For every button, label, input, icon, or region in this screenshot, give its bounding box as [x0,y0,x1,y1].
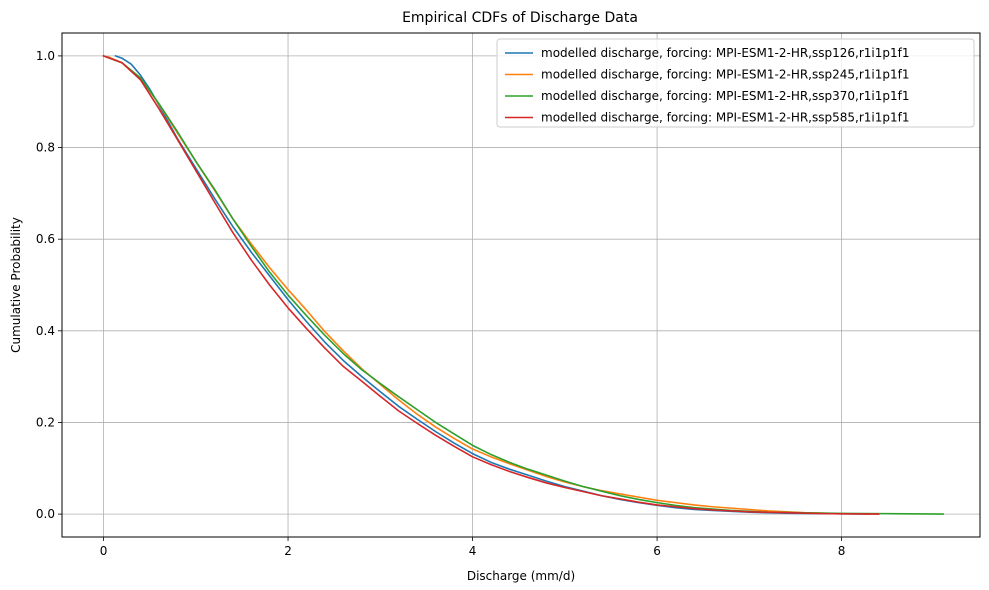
series-layer [102,54,944,515]
y-tick-label: 0.2 [36,415,55,429]
legend-box [496,38,975,128]
x-tick-label: 6 [653,544,661,558]
chart-title: Empirical CDFs of Discharge Data [402,10,638,26]
y-tick-label: 0.4 [36,324,55,338]
x-tick-label: 4 [469,544,477,558]
legend-label-2: modelled discharge, forcing: MPI-ESM1-2-… [541,68,909,82]
x-tick-label: 2 [284,544,292,558]
legend-label-1: modelled discharge, forcing: MPI-ESM1-2-… [541,46,909,60]
legend-label-3: modelled discharge, forcing: MPI-ESM1-2-… [541,89,909,103]
y-tick-label: 1.0 [36,49,55,63]
series-line-4 [102,54,880,515]
x-axis-label: Discharge (mm/d) [467,569,575,583]
legend-label-4: modelled discharge, forcing: MPI-ESM1-2-… [541,111,909,125]
tick-layer: 0 2 4 6 8 0.0 0.2 0.4 0.6 0.8 1.0 [36,49,846,558]
y-tick-label: 0.0 [36,507,55,521]
y-axis-label: Cumulative Probability [9,217,23,353]
y-tick-label: 0.6 [36,232,55,246]
plot-frame [61,32,981,538]
y-tick-label: 0.8 [36,141,55,155]
legend: modelled discharge, forcing: MPI-ESM1-2-… [496,38,975,128]
x-tick-label: 0 [100,544,108,558]
x-tick-label: 8 [838,544,846,558]
